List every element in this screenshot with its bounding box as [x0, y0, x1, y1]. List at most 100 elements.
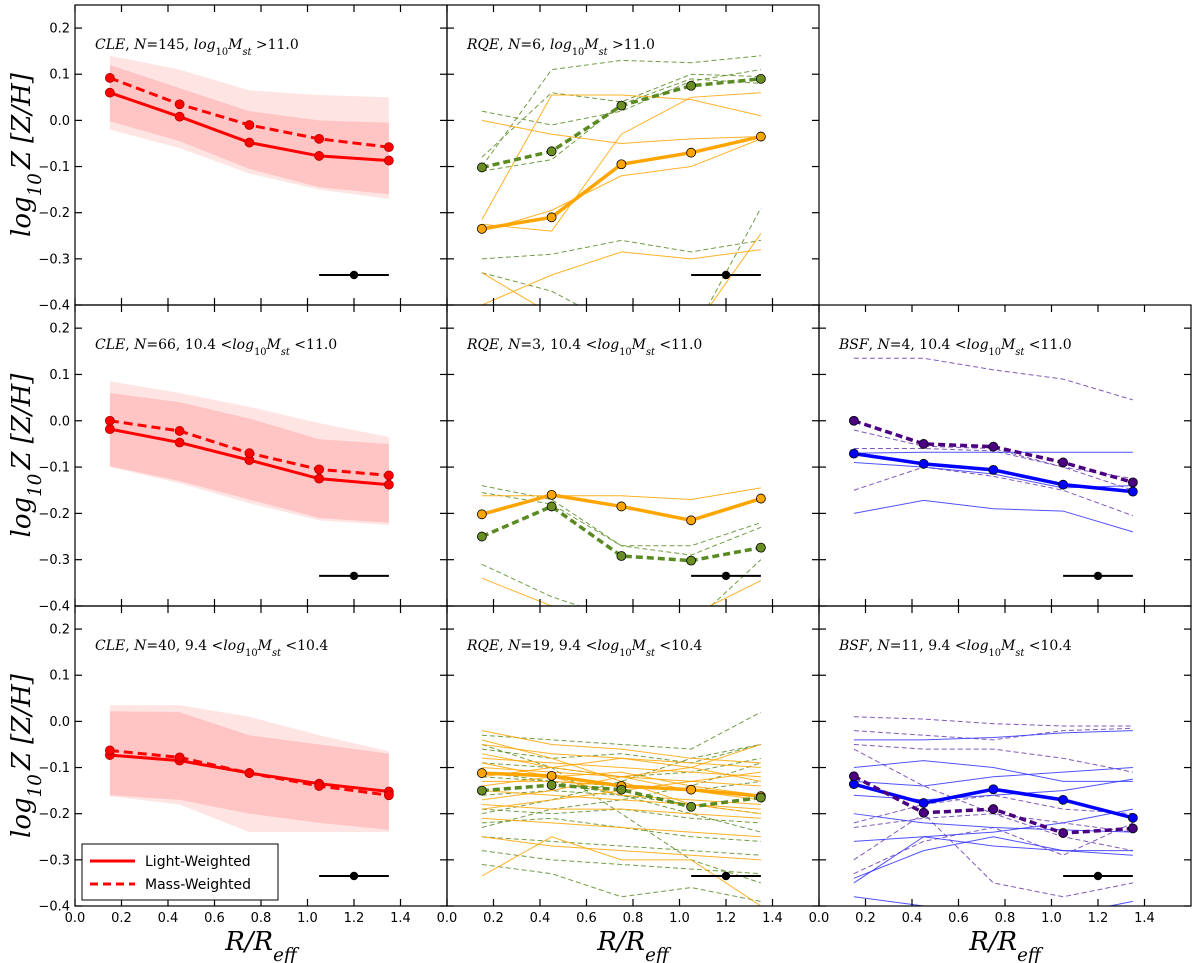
individual-mass-weighted-profile	[481, 817, 761, 842]
panel-mass-M-sub: st	[646, 648, 655, 659]
panel-title: CLE, N=40, 9.4 <log10Mst <10.4	[95, 638, 328, 659]
panel-n-value: =6,	[520, 37, 550, 53]
individual-light-weighted-profile	[481, 577, 762, 606]
y-tick-label: −0.1	[38, 761, 70, 776]
median-mass-weighted-point	[546, 780, 557, 790]
individual-light-weighted-profile	[853, 836, 1133, 879]
median-mass-weighted-point	[755, 542, 766, 553]
median-mass-weighted-point	[918, 439, 929, 449]
panel-mass-pre: 10.4 <	[919, 337, 966, 353]
individual-light-weighted-profile	[481, 803, 761, 819]
y-tick-label: −0.3	[38, 553, 70, 568]
median-mass-weighted-point	[686, 801, 697, 812]
panel-mass-M-sub: st	[242, 47, 251, 58]
panel-sep: ,	[125, 337, 134, 353]
panel-mass-post: <10.4	[1024, 638, 1071, 654]
mass-weighted-point	[244, 448, 255, 459]
y-tick-label: 0.0	[49, 715, 70, 730]
panel-n-value: =4,	[890, 337, 920, 353]
panel-n-value: =66,	[146, 337, 184, 353]
mass-weighted-point	[314, 464, 325, 475]
median-light-weighted-point	[1058, 794, 1069, 805]
median-mass-weighted-point	[686, 555, 697, 566]
y-axis-title-main: log	[7, 196, 37, 237]
panel-mass-log-sub: 10	[245, 648, 257, 659]
median-mass-weighted-point	[686, 80, 697, 91]
panel-r1c1: RQE, N=3, 10.4 <log10Mst <11.0	[446, 304, 820, 607]
x-tick-label: 0.0	[65, 911, 86, 926]
median-mass-weighted-point	[918, 807, 929, 818]
panel-class: BSF	[838, 337, 870, 353]
panel-mass-post: >11.0	[251, 37, 298, 53]
panel-plot-area	[104, 55, 394, 199]
median-light-weighted-point	[546, 770, 557, 781]
individual-light-weighted-profile	[481, 487, 761, 500]
panel-mass-pre: 10.4 <	[550, 337, 597, 353]
panel-n-label: N	[133, 638, 147, 654]
panel-mass-log-sub: 10	[619, 347, 631, 358]
x-tick-label: 0.8	[623, 911, 644, 926]
y-tick-label: 0.1	[49, 68, 70, 83]
y-tick-label: −0.2	[38, 807, 70, 822]
x-tick-label: 1.4	[1134, 911, 1155, 926]
panel-mass-post: <11.0	[655, 337, 702, 353]
individual-mass-weighted-profile	[481, 69, 761, 126]
error-bar-point	[721, 270, 731, 280]
individual-light-weighted-profile	[853, 836, 1133, 884]
median-mass-weighted-point	[988, 804, 999, 814]
panel-mass-log-sub: 10	[619, 648, 631, 659]
median-light-weighted-point	[988, 784, 999, 795]
panel-title: BSF, N=4, 10.4 <log10Mst <11.0	[838, 337, 1072, 358]
mass-weighted-point	[244, 768, 255, 778]
mass-weighted-point	[314, 781, 325, 791]
panel-r2c2: 0.0 0.2 0.4 0.6 0.8 1.0 1.2 1.4 BSF, N=11, 9.4 <…	[809, 605, 1192, 926]
individual-light-weighted-profile	[481, 817, 761, 838]
panel-r0c1: RQE, N=6, log10Mst >11.0	[446, 4, 820, 306]
mass-weighted-point	[174, 99, 185, 110]
individual-light-weighted-profile	[853, 896, 1133, 906]
x-tick-label: 1.0	[669, 911, 690, 926]
individual-light-weighted-profile	[481, 94, 761, 220]
y-tick-label: 0.2	[49, 322, 70, 337]
panel-title: CLE, N=66, 10.4 <log10Mst <11.0	[95, 337, 337, 358]
individual-mass-weighted-profile	[853, 813, 1133, 898]
median-light-weighted-point	[476, 223, 487, 234]
individual-mass-weighted-profile	[481, 711, 762, 750]
panel-n-label: N	[877, 638, 891, 654]
panel-r1c2: BSF, N=4, 10.4 <log10Mst <11.0	[818, 304, 1192, 607]
individual-light-weighted-profile	[481, 762, 761, 805]
panel-title: BSF, N=11, 9.4 <log10Mst <10.4	[838, 638, 1072, 659]
error-bar-point	[1093, 571, 1103, 581]
panel-mass-log: log	[550, 37, 572, 53]
panel-mass-M-sub: st	[281, 347, 290, 358]
panel-mass-M: M	[1000, 638, 1016, 654]
x-tick-label: 0.6	[204, 911, 225, 926]
median-light-weighted-point	[918, 458, 929, 469]
individual-mass-weighted-profile	[853, 727, 1133, 741]
panel-mass-M-sub: st	[1015, 648, 1024, 659]
legend: Light-Weighted Mass-Weighted	[81, 843, 279, 901]
light-weighted-point	[314, 151, 325, 161]
individual-light-weighted-profile	[481, 119, 761, 144]
x-axis-title: R/Reff	[596, 927, 672, 963]
y-tick-label: −0.4	[38, 299, 70, 314]
panel-sep: ,	[869, 638, 878, 654]
median-mass-weighted-line	[481, 77, 762, 170]
median-mass-weighted-point	[755, 792, 766, 803]
individual-light-weighted-profile	[853, 451, 1133, 454]
panel-r1c0: 0.2 0.1 0.0 −0.1 −0.2 −0.3 −0.4 CLE, N=66, 10.4…	[38, 304, 448, 615]
median-mass-weighted-point	[616, 784, 627, 795]
panel-class: RQE	[466, 37, 499, 53]
individual-mass-weighted-profile	[481, 850, 761, 875]
median-mass-weighted-point	[1127, 477, 1138, 488]
median-light-weighted-point	[546, 212, 557, 223]
y-axis-title: log10 Z [Z/H]	[7, 373, 46, 538]
mass-weighted-point	[104, 745, 115, 756]
median-light-weighted-point	[616, 159, 627, 170]
y-tick-label: −0.2	[38, 507, 70, 522]
x-tick-label: 1.4	[390, 911, 411, 926]
median-mass-weighted-point	[476, 785, 487, 796]
median-light-weighted-point	[616, 501, 627, 512]
panel-mass-pre: 10.4 <	[185, 337, 232, 353]
error-bar-point	[349, 871, 359, 881]
